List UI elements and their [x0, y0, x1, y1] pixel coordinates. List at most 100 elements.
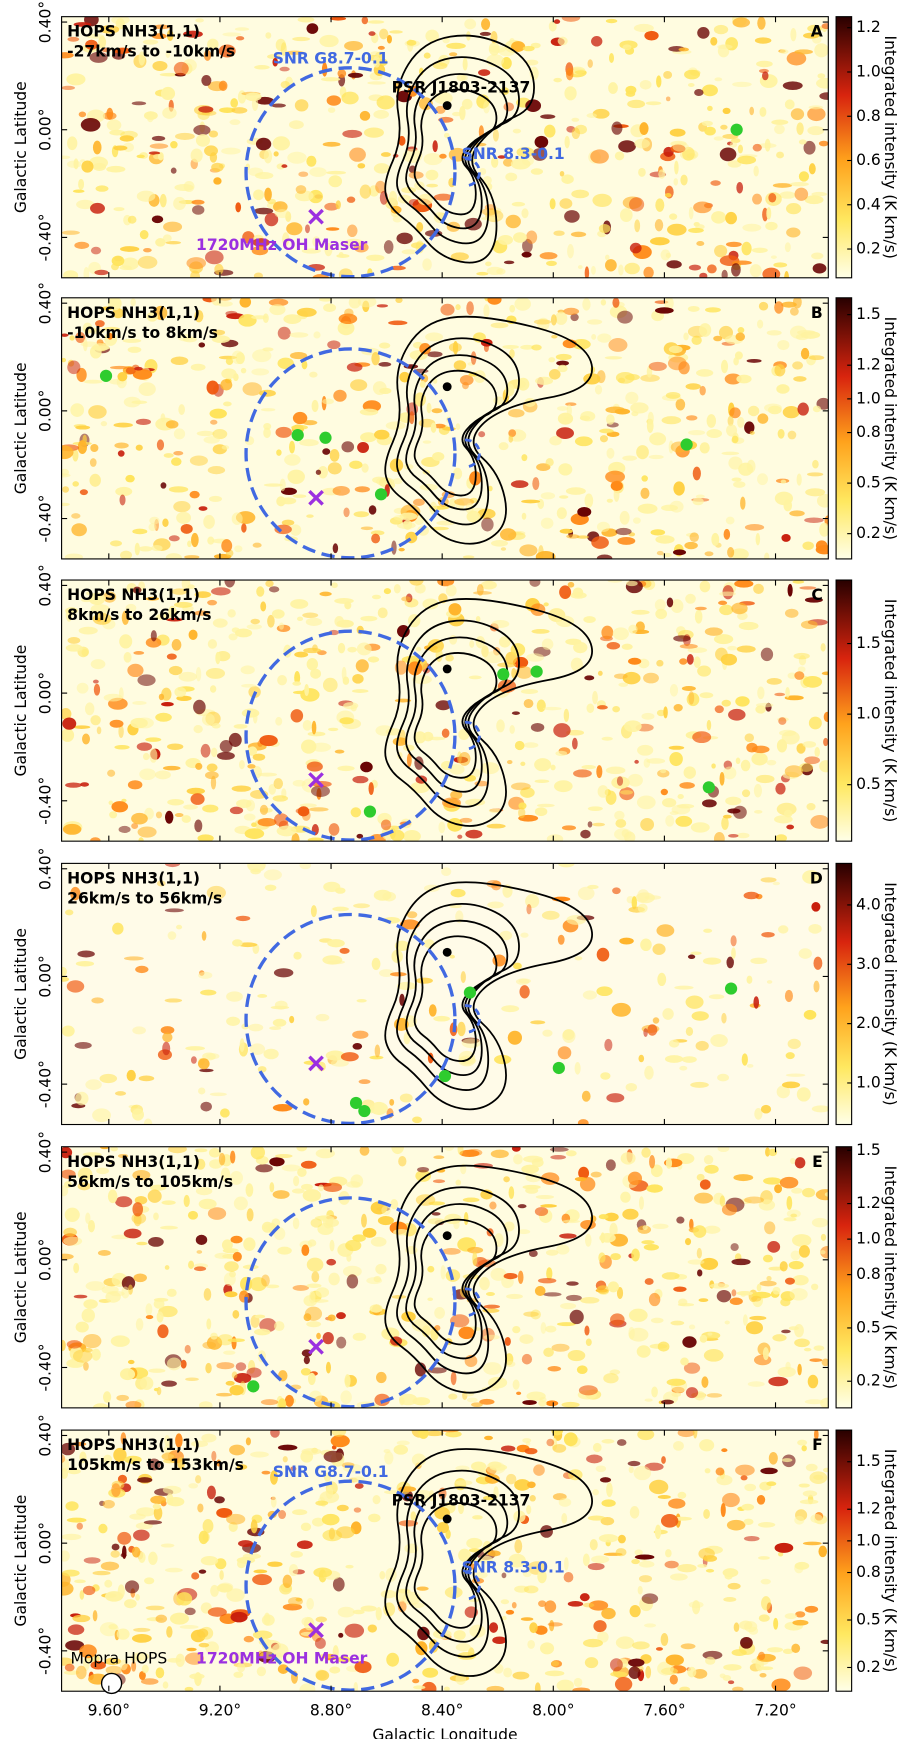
emission-blob — [394, 940, 410, 951]
emission-blob — [677, 1430, 695, 1438]
emission-blob — [740, 759, 751, 772]
emission-blob — [796, 743, 806, 754]
emission-blob — [325, 1361, 331, 1374]
emission-blob — [563, 708, 570, 722]
emission-blob — [792, 361, 804, 370]
emission-blob — [513, 962, 522, 970]
emission-blob — [340, 1390, 352, 1405]
emission-blob — [307, 1239, 317, 1247]
emission-blob — [557, 36, 568, 46]
y-tick-label: 0.40° — [37, 564, 55, 606]
emission-blob — [461, 98, 473, 110]
emission-blob — [328, 175, 343, 188]
emission-blob — [578, 1166, 590, 1180]
emission-blob — [242, 231, 255, 244]
panel-subtitle: 8km/s to 26km/s — [67, 606, 211, 624]
emission-blob — [233, 1372, 252, 1384]
emission-blob — [117, 1153, 129, 1159]
emission-blob — [487, 1550, 501, 1557]
emission-blob — [425, 29, 439, 43]
emission-blob — [500, 1445, 516, 1452]
emission-blob — [688, 1324, 696, 1330]
emission-blob — [132, 1108, 144, 1121]
emission-blob — [679, 1065, 688, 1071]
colorbar-tick-label: 0.5 — [856, 1611, 881, 1629]
snr-8.3 — [464, 1570, 481, 1601]
colorbar — [835, 16, 853, 279]
emission-blob — [415, 1170, 432, 1182]
emission-blob — [290, 709, 304, 723]
emission-blob — [211, 162, 224, 172]
emission-blob — [312, 236, 321, 248]
emission-blob — [793, 652, 810, 660]
emission-blob — [606, 642, 621, 650]
emission-blob — [105, 1591, 124, 1602]
emission-blob — [151, 135, 166, 142]
emission-blob — [815, 540, 828, 552]
emission-blob — [427, 1265, 435, 1273]
emission-blob — [88, 405, 107, 419]
emission-blob — [728, 833, 739, 838]
emission-blob — [170, 167, 177, 174]
emission-blob — [553, 19, 561, 24]
emission-blob — [200, 1556, 219, 1566]
emission-blob — [685, 1387, 699, 1399]
emission-blob — [263, 423, 272, 430]
emission-blob — [639, 80, 652, 90]
emission-blob — [74, 241, 90, 249]
emission-blob — [152, 1503, 161, 1510]
emission-blob — [563, 307, 580, 316]
emission-blob — [153, 1506, 163, 1521]
y-tick-label: -0.40° — [37, 1343, 55, 1391]
emission-blob — [414, 583, 426, 594]
emission-blob — [175, 132, 195, 140]
emission-blob — [549, 1147, 569, 1152]
emission-blob — [67, 360, 81, 375]
emission-blob — [197, 1058, 210, 1070]
emission-blob — [190, 363, 206, 371]
emission-blob — [343, 702, 359, 710]
emission-blob — [689, 532, 699, 543]
emission-blob — [699, 1179, 711, 1190]
emission-blob — [453, 467, 463, 480]
emission-blob — [692, 731, 712, 744]
emission-blob — [821, 671, 829, 676]
emission-blob — [373, 1275, 382, 1283]
emission-blob — [125, 603, 137, 612]
y-tick-label: 0.40° — [37, 1131, 55, 1173]
emission-blob — [640, 487, 650, 499]
emission-blob — [774, 124, 785, 135]
emission-blob — [725, 241, 742, 247]
emission-blob — [211, 335, 231, 343]
emission-blob — [789, 510, 805, 517]
emission-blob — [585, 1338, 592, 1347]
emission-blob — [683, 1362, 701, 1374]
emission-blob — [486, 823, 506, 829]
emission-blob — [174, 813, 184, 818]
emission-blob — [592, 1489, 599, 1496]
emission-blob — [780, 479, 787, 484]
emission-blob — [767, 1241, 781, 1253]
emission-blob — [247, 746, 258, 756]
emission-blob — [319, 591, 332, 597]
emission-blob — [216, 751, 235, 760]
emission-blob — [775, 782, 786, 795]
emission-blob — [217, 297, 232, 301]
emission-blob — [422, 1667, 439, 1678]
emission-blob — [758, 301, 769, 311]
emission-blob — [703, 1508, 710, 1520]
emission-blob — [607, 1281, 619, 1293]
emission-blob — [62, 1569, 80, 1577]
emission-blob — [440, 303, 455, 316]
emission-blob — [616, 776, 624, 786]
clump — [530, 665, 543, 678]
emission-blob — [798, 139, 807, 145]
emission-blob — [168, 1146, 187, 1154]
colorbar-tick-label: 1.0 — [856, 62, 881, 80]
emission-blob — [812, 263, 827, 274]
emission-blob — [803, 1009, 817, 1020]
emission-blob — [91, 1348, 101, 1361]
emission-blob — [196, 1250, 203, 1254]
emission-blob — [282, 1574, 293, 1588]
emission-blob — [303, 1313, 312, 1322]
